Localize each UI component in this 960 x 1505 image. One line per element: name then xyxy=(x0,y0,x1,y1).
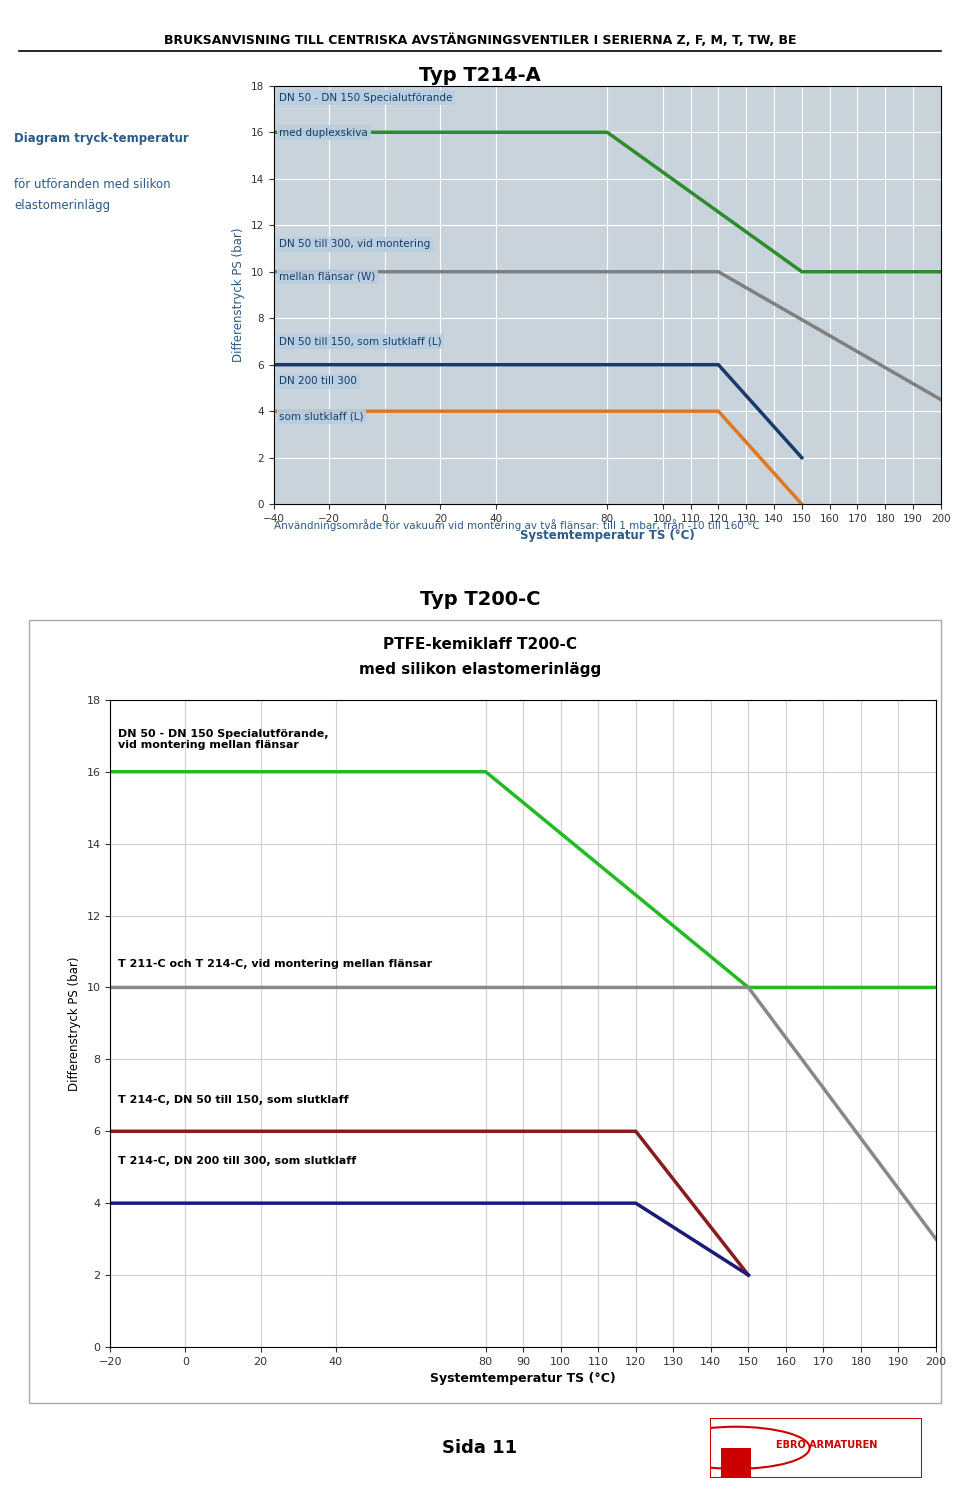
Text: Sida 11: Sida 11 xyxy=(443,1439,517,1457)
Text: T 211-C och T 214-C, vid montering mellan flänsar: T 211-C och T 214-C, vid montering mella… xyxy=(118,959,432,969)
Text: Diagram tryck-temperatur: Diagram tryck-temperatur xyxy=(14,132,189,146)
Text: T 214-C, DN 50 till 150, som slutklaff: T 214-C, DN 50 till 150, som slutklaff xyxy=(118,1096,348,1105)
Y-axis label: Differenstryck PS (bar): Differenstryck PS (bar) xyxy=(68,956,81,1091)
Text: BRUKSANVISNING TILL CENTRISKA AVSTÄNGNINGSVENTILER I SERIERNA Z, F, M, T, TW, BE: BRUKSANVISNING TILL CENTRISKA AVSTÄNGNIN… xyxy=(164,33,796,47)
Text: DN 50 - DN 150 Specialutförande,
vid montering mellan flänsar: DN 50 - DN 150 Specialutförande, vid mon… xyxy=(118,728,328,749)
Text: som slutklaff (L): som slutklaff (L) xyxy=(279,411,364,421)
Y-axis label: Differenstryck PS (bar): Differenstryck PS (bar) xyxy=(232,227,245,363)
Text: med duplexskiva: med duplexskiva xyxy=(279,128,368,137)
Text: DN 50 till 150, som slutklaff (L): DN 50 till 150, som slutklaff (L) xyxy=(279,337,442,346)
Text: EBRO ARMATUREN: EBRO ARMATUREN xyxy=(776,1440,877,1449)
Text: för utföranden med silikon: för utföranden med silikon xyxy=(14,178,171,191)
Text: PTFE-kemiklaff T200-C: PTFE-kemiklaff T200-C xyxy=(383,637,577,652)
X-axis label: Systemtemperatur TS (°C): Systemtemperatur TS (°C) xyxy=(430,1373,616,1385)
Text: Användningsområde för vakuum vid montering av två flänsar: till 1 mbar, från -10: Användningsområde för vakuum vid monteri… xyxy=(274,519,759,531)
X-axis label: Systemtemperatur TS (°C): Systemtemperatur TS (°C) xyxy=(519,530,695,542)
Text: Typ T200-C: Typ T200-C xyxy=(420,590,540,610)
Bar xyxy=(721,1448,751,1478)
Text: med silikon elastomerinlägg: med silikon elastomerinlägg xyxy=(359,662,601,677)
Text: DN 50 - DN 150 Specialutförande: DN 50 - DN 150 Specialutförande xyxy=(279,93,452,102)
Text: mellan flänsar (W): mellan flänsar (W) xyxy=(279,272,375,281)
Text: Typ T214-A: Typ T214-A xyxy=(420,66,540,86)
Text: T 214-C, DN 200 till 300, som slutklaff: T 214-C, DN 200 till 300, som slutklaff xyxy=(118,1156,356,1166)
Text: DN 50 till 300, vid montering: DN 50 till 300, vid montering xyxy=(279,239,430,250)
Text: elastomerinlägg: elastomerinlägg xyxy=(14,199,110,212)
Text: DN 200 till 300: DN 200 till 300 xyxy=(279,376,357,387)
